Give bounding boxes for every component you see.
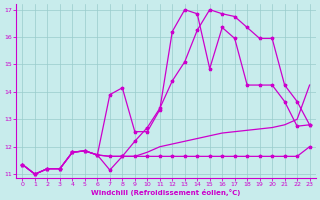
X-axis label: Windchill (Refroidissement éolien,°C): Windchill (Refroidissement éolien,°C) [91,189,241,196]
